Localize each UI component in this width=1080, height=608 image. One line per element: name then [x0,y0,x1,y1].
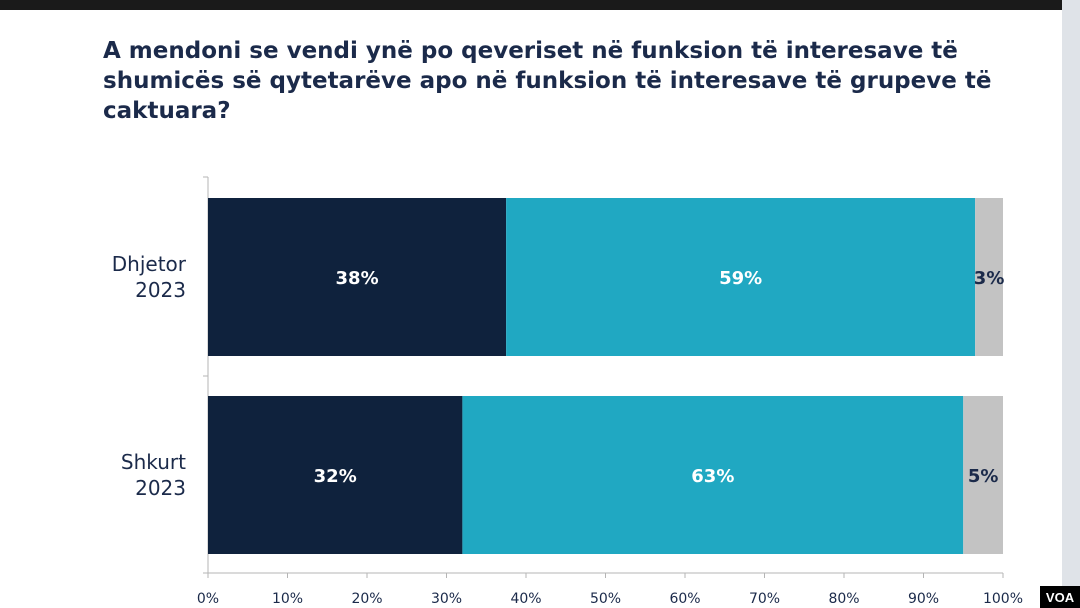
data-label: 59% [719,268,762,289]
bar-segment [506,198,976,356]
bar-segment [975,198,1003,356]
bar-segment [963,396,1003,554]
x-tick-label: 70% [749,591,780,607]
x-tick-label: 0% [197,591,219,607]
x-tick-label: 100% [983,591,1023,607]
data-label: 3% [974,268,1005,289]
x-tick-label: 50% [590,591,621,607]
category-label: 2023 [135,476,186,500]
x-tick-label: 90% [908,591,939,607]
bar-segment [208,396,463,554]
voa-logo: VOA [1040,586,1080,608]
x-tick-label: 20% [351,591,382,607]
data-label: 32% [314,466,357,487]
x-tick-label: 60% [669,591,700,607]
x-tick-label: 10% [272,591,303,607]
category-label: Dhjetor [112,252,187,276]
bar-segment [462,396,964,554]
chart-title: A mendoni se vendi ynë po qeveriset në f… [103,38,992,124]
data-label: 38% [336,268,379,289]
data-label: 5% [968,466,999,487]
x-tick-label: 80% [828,591,859,607]
data-label: 63% [691,466,734,487]
x-tick-label: 40% [510,591,541,607]
right-frame-strip [1062,0,1080,608]
top-frame-bar [0,0,1080,10]
bar-segment [208,198,507,356]
category-label: Shkurt [121,450,186,474]
x-tick-label: 30% [431,591,462,607]
category-label: 2023 [135,278,186,302]
